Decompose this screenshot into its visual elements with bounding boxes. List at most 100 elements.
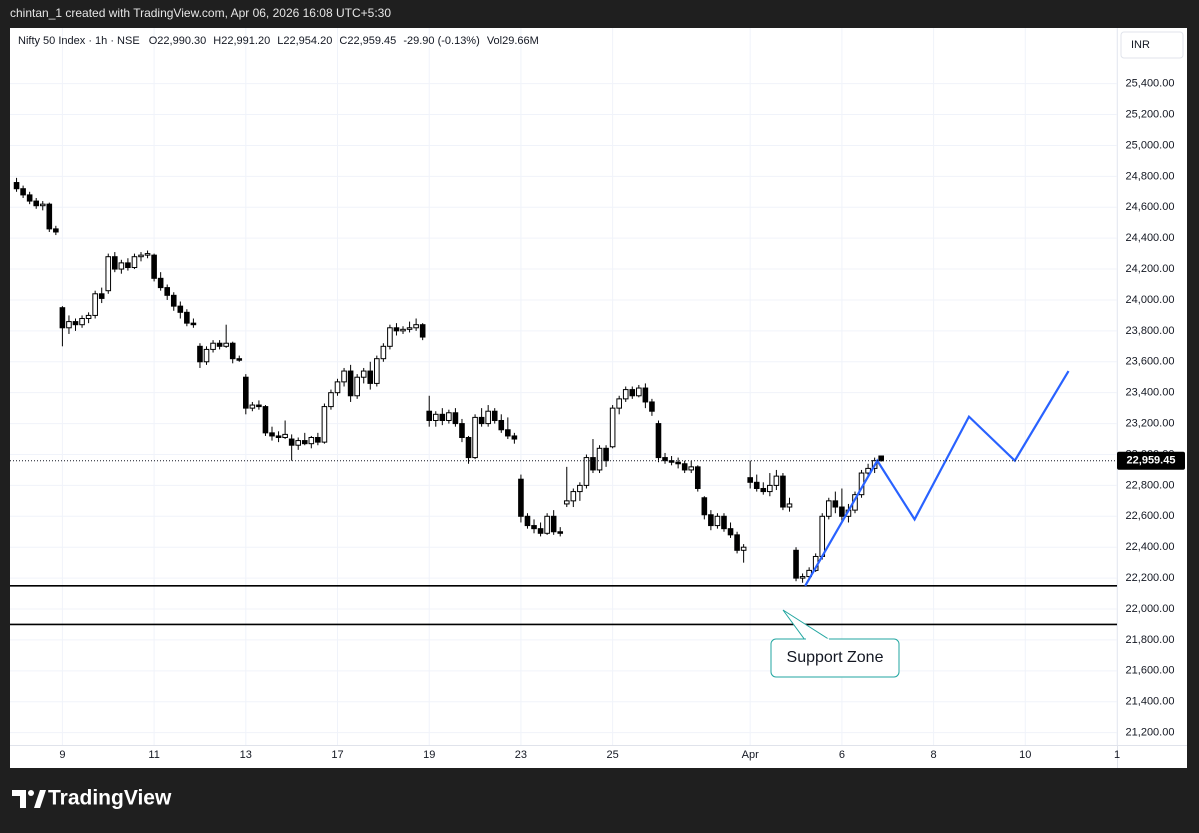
candle-body [184, 311, 190, 324]
callout-text: Support Zone [787, 649, 884, 666]
y-tick-label: 21,600.00 [1126, 665, 1175, 677]
candle-body [518, 478, 524, 517]
footer-brand[interactable]: TradingView [48, 787, 172, 810]
candle-body [426, 410, 433, 421]
currency-button[interactable] [1120, 31, 1184, 59]
y-tick-label: 21,400.00 [1126, 696, 1175, 708]
candle-body [747, 477, 753, 483]
y-tick-label: 22,600.00 [1126, 510, 1175, 522]
y-tick-label: 22,000.00 [1126, 603, 1175, 615]
candle-body [210, 342, 216, 350]
projection-line [804, 370, 1070, 587]
candle-body [269, 432, 275, 437]
candle-body [459, 423, 465, 438]
candle-body [413, 324, 419, 329]
candle-body [832, 500, 839, 508]
last-price-label: 22,959.45 [1127, 455, 1176, 467]
candle-body [642, 387, 649, 403]
candle-body [393, 327, 400, 332]
x-tick-label: 10 [1019, 749, 1031, 761]
candle-body [118, 262, 125, 270]
candle-body [603, 447, 609, 462]
ohlc-value: 22,991.20 [221, 35, 270, 47]
x-tick-label: 23 [515, 749, 527, 761]
candle-body [46, 203, 53, 230]
candle-body [203, 348, 210, 363]
candle-body [387, 327, 393, 347]
candle-body [170, 294, 177, 307]
candle-body [681, 463, 688, 471]
candle-body [439, 413, 446, 421]
candle-body [66, 321, 72, 329]
candle-body [197, 345, 203, 363]
x-tick-label: 25 [607, 749, 619, 761]
candle-body [491, 410, 498, 421]
x-tick-label: 8 [931, 749, 937, 761]
x-tick-label: 9 [59, 749, 65, 761]
candle-body [98, 293, 105, 299]
y-tick-label: 22,400.00 [1126, 541, 1175, 553]
support-callout: Support Zone [770, 609, 900, 678]
legend: Nifty 50 Index · 1h · NSE O22,990.30 H22… [18, 35, 539, 47]
candle-body [767, 484, 773, 493]
candle-body [688, 466, 695, 471]
candle-body [550, 515, 557, 533]
candle-body [157, 277, 164, 289]
x-tick-label: 1 [1114, 749, 1120, 761]
ohlc-value: 22,990.30 [157, 35, 206, 47]
candle-body [446, 412, 452, 421]
candle-body [347, 370, 354, 397]
y-tick-label: 24,600.00 [1126, 201, 1175, 213]
candle-body [125, 262, 131, 269]
candle-body [275, 435, 282, 438]
grid-layer: 21,200.00 21,400.00 21,600.00 21,800.00 22,0… [10, 28, 1187, 768]
candle-body [563, 500, 570, 505]
volume-value: 29.66M [502, 35, 539, 47]
candle-body [694, 466, 701, 489]
overlay-layer: 22,959.45 [10, 370, 1185, 626]
candle-body [256, 404, 262, 408]
y-tick-label: 23,800.00 [1126, 325, 1175, 337]
candle-body [321, 406, 328, 443]
candle-body [164, 287, 171, 296]
y-tick-label: 24,400.00 [1126, 232, 1175, 244]
chart-panel [10, 28, 1187, 768]
x-tick-label: 17 [331, 749, 343, 761]
candle-body [511, 435, 518, 440]
candle-body [53, 228, 59, 233]
logo-mark [12, 790, 26, 808]
candle-body [734, 534, 740, 551]
candle-body [131, 256, 138, 269]
candle-body [79, 318, 85, 326]
candle-body [609, 407, 616, 448]
candle-body [243, 376, 249, 409]
ohlc-value: 22,959.45 [347, 35, 396, 47]
candle-body [760, 487, 767, 493]
candle-body [13, 182, 20, 190]
candle-body [485, 410, 491, 425]
volume-key: Vol [487, 35, 502, 47]
candle-body [544, 515, 550, 534]
x-tick-label: 13 [240, 749, 252, 761]
y-tick-label: 21,800.00 [1126, 634, 1175, 646]
candle-body [419, 324, 426, 338]
candle-body [72, 321, 79, 326]
candle-body [740, 546, 747, 551]
y-tick-label: 23,200.00 [1126, 417, 1175, 429]
candle-body [334, 381, 341, 394]
candle-body [478, 416, 485, 425]
currency[interactable]: INR [1131, 39, 1150, 51]
candle-body [668, 460, 675, 463]
callout-box [770, 638, 900, 678]
candle-body [583, 457, 590, 486]
brand-logo [12, 790, 46, 808]
candle-body [498, 419, 505, 431]
candle-body [406, 327, 413, 330]
ohlc-key: O [149, 35, 158, 47]
candle-body [315, 436, 321, 443]
candle-body [662, 457, 668, 462]
candle-body [472, 416, 478, 459]
candle-body [112, 256, 118, 270]
candle-body [557, 531, 564, 534]
